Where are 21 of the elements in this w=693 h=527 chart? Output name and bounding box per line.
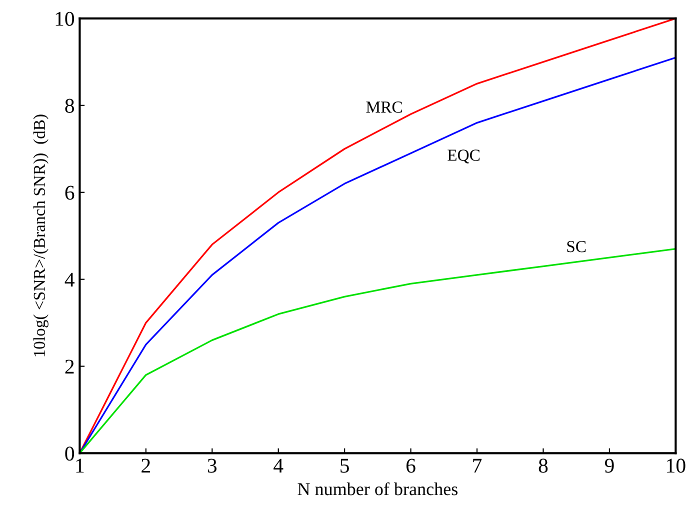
- x-tick-label: 3: [208, 458, 217, 473]
- x-tick-label: 7: [473, 458, 482, 473]
- y-tick-label: 6: [65, 186, 74, 200]
- y-axis-title: 10log( <SNR>/(Branch SNR)) (dB): [33, 114, 48, 356]
- x-tick-label: 1: [76, 458, 84, 473]
- y-tick-label: 0: [65, 446, 74, 461]
- y-tick-label: 8: [65, 98, 74, 113]
- y-tick-label: 10: [56, 12, 74, 26]
- series-label: MRC: [366, 102, 402, 113]
- x-tick-label: 2: [142, 458, 150, 473]
- x-tick-label: 10: [667, 458, 686, 473]
- x-tick-label: 9: [604, 458, 614, 473]
- x-tick-label: 6: [406, 458, 416, 473]
- y-tick-label: 2: [65, 360, 74, 374]
- series-label: SC: [567, 241, 586, 252]
- x-axis-title: N number of branches: [298, 482, 458, 496]
- x-tick-label: 5: [340, 458, 349, 473]
- x-tick-label: 4: [274, 458, 284, 473]
- y-tick-label: 4: [64, 272, 75, 287]
- x-tick-label: 8: [538, 458, 548, 473]
- series-label: EQC: [448, 150, 480, 164]
